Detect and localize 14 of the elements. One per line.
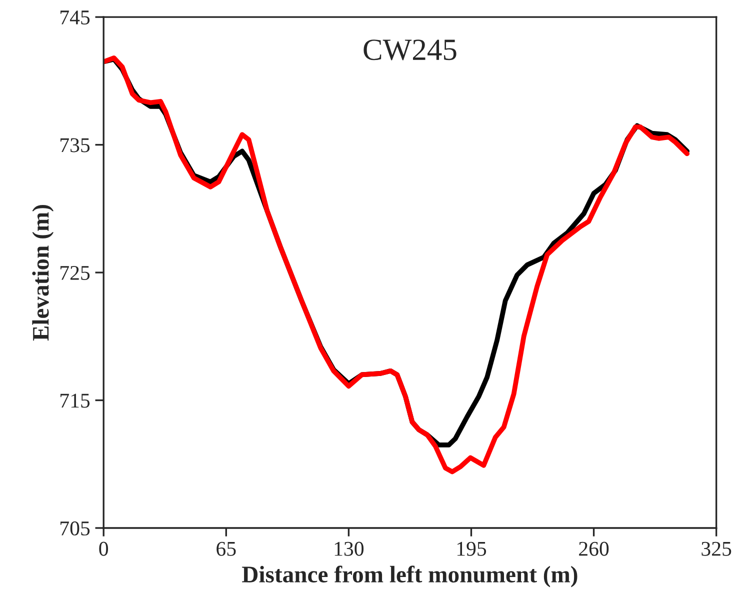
text: CW245 (364, 40, 456, 60)
x-tick-label: 325 (702, 542, 732, 556)
y-tick-label: 735 (60, 138, 90, 152)
y-tick-label: 745 (60, 10, 90, 24)
x-tick-label: 260 (579, 542, 609, 556)
y-tick-label: 705 (60, 521, 90, 536)
x-tick-label: 0 (99, 542, 108, 556)
y-tick-label: 725 (60, 266, 90, 280)
x-tick-label: 195 (457, 542, 486, 556)
y-tick-label: 715 (60, 394, 90, 408)
x-tick-label: 65 (216, 542, 236, 556)
x-tick-label: 130 (334, 542, 364, 556)
y-axis-title: Elevation (m) (32, 205, 54, 341)
x-axis-title: Distance from left monument (m) (242, 566, 578, 588)
